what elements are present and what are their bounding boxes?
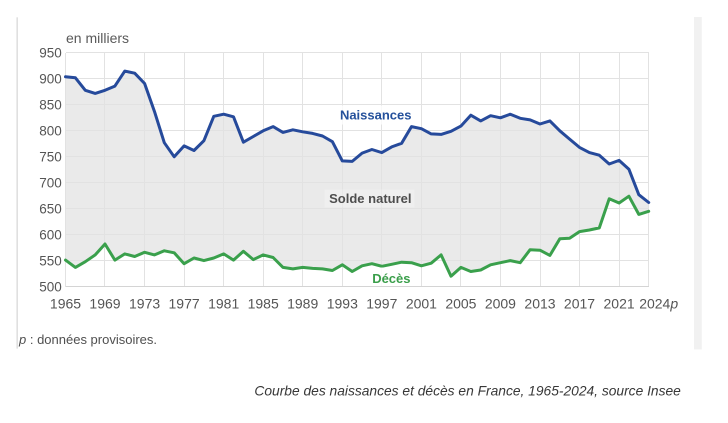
svg-text:550: 550 [39,253,62,268]
svg-text:2009: 2009 [485,296,516,312]
svg-text:500: 500 [39,279,62,294]
svg-text:700: 700 [39,176,62,191]
svg-text:1989: 1989 [287,296,318,312]
svg-text:2013: 2013 [524,296,555,312]
svg-text:2024p: 2024p [639,296,678,312]
svg-text:800: 800 [39,124,62,139]
svg-text:2021: 2021 [604,296,635,312]
svg-text:650: 650 [39,202,62,217]
svg-text:Courbe des naissances et décès: Courbe des naissances et décès en France… [254,383,681,398]
svg-text:2001: 2001 [406,296,437,312]
svg-text:1973: 1973 [129,296,160,312]
svg-text:1985: 1985 [248,296,279,312]
svg-text:2005: 2005 [445,296,476,312]
svg-text:750: 750 [39,150,62,165]
svg-text:1997: 1997 [366,296,397,312]
svg-text:1965: 1965 [50,296,81,312]
svg-text:850: 850 [39,98,62,113]
svg-text:Décès: Décès [372,271,410,286]
svg-text:Solde naturel: Solde naturel [329,191,411,206]
svg-text:1993: 1993 [327,296,358,312]
svg-text:900: 900 [39,72,62,87]
svg-text:2017: 2017 [564,296,595,312]
svg-text:p : données provisoires.: p : données provisoires. [18,332,157,347]
svg-text:600: 600 [39,228,62,243]
svg-text:1969: 1969 [89,296,120,312]
svg-text:Naissances: Naissances [340,108,412,123]
svg-text:en milliers: en milliers [66,30,129,46]
svg-text:1981: 1981 [208,296,239,312]
svg-text:950: 950 [39,46,62,61]
svg-text:1977: 1977 [169,296,200,312]
